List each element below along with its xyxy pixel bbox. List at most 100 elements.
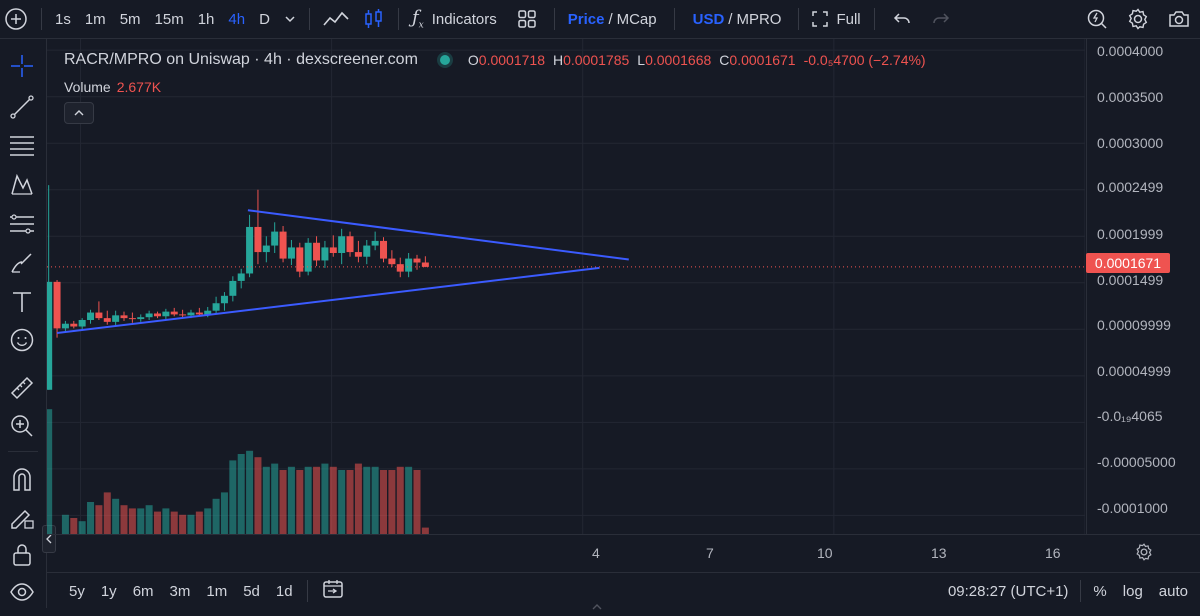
interval-1h[interactable]: 1h (197, 10, 215, 28)
lock-tool[interactable] (7, 540, 37, 570)
time-axis[interactable]: 4 7 10 13 16 (47, 534, 1200, 573)
volume-bar (212, 498, 220, 534)
price-axis[interactable]: 0.0004000 0.0003500 0.0003000 0.0002499 … (1086, 39, 1200, 534)
interval-4h[interactable]: 4h (228, 10, 246, 28)
price-mcap-toggle[interactable]: Price / MCap (561, 0, 664, 38)
symbol-title[interactable]: RACR/MPRO on Uniswap · 4h · dexscreener.… (64, 51, 418, 68)
interval-1d[interactable]: D (259, 10, 270, 28)
clock-timezone[interactable]: 09:28:27 (UTC+1) (947, 582, 1069, 600)
camera-button[interactable] (1156, 0, 1200, 38)
pattern-tool[interactable] (7, 170, 37, 200)
trend-line-tool[interactable] (7, 92, 37, 122)
volume-bar (405, 466, 413, 534)
log-scale-toggle[interactable]: log (1122, 582, 1143, 600)
interval-15m[interactable]: 15m (154, 10, 184, 28)
quick-search-button[interactable] (1079, 0, 1115, 38)
candle-body (237, 273, 245, 281)
candle-body (405, 258, 413, 272)
volume-bar (87, 502, 95, 534)
candle-body (204, 310, 212, 315)
mcap-option[interactable]: MCap (616, 10, 657, 28)
candle-body (313, 242, 321, 261)
interval-1s[interactable]: 1s (55, 10, 71, 28)
price-tick-label: 0.00004999 (1097, 363, 1171, 379)
volume-bar (112, 498, 120, 534)
chart-grid (47, 39, 1086, 534)
legend-collapse-button[interactable] (64, 102, 94, 124)
candle-chart-type-button[interactable] (356, 0, 392, 38)
change-value: -0.0₅4700 (−2.74%) (803, 52, 926, 68)
axis-settings-button[interactable] (1135, 543, 1153, 566)
volume-bar (262, 466, 270, 534)
volume-legend: Volume 2.677K (64, 79, 161, 95)
prediction-tool[interactable] (7, 209, 37, 239)
toolbar-divider (553, 8, 555, 30)
candle-body (363, 245, 371, 257)
lock-drawings-tool[interactable] (7, 502, 37, 532)
fib-tool[interactable] (7, 131, 37, 161)
zoom-in-tool[interactable] (7, 411, 37, 441)
crosshair-tool[interactable] (7, 51, 37, 81)
hide-drawings-tool[interactable] (7, 577, 37, 607)
fullscreen-button[interactable]: Full (805, 0, 867, 38)
zoom-in-icon (11, 415, 33, 437)
volume-bar (229, 460, 237, 534)
auto-scale-toggle[interactable]: auto (1158, 582, 1188, 600)
volume-bar (179, 514, 187, 534)
usd-option[interactable]: USD (692, 10, 725, 28)
volume-bar (313, 466, 321, 534)
candle-body (128, 318, 136, 320)
range-6m[interactable]: 6m (132, 582, 154, 600)
range-1m[interactable]: 1m (206, 582, 228, 600)
expand-panel-button[interactable] (592, 598, 602, 616)
crosshair-icon (11, 55, 33, 77)
indicators-button[interactable]: ƒx Indicators (405, 0, 504, 38)
emoji-tool[interactable] (7, 325, 37, 355)
price-option[interactable]: Price (567, 10, 605, 28)
templates-button[interactable] (510, 0, 544, 38)
percent-scale-toggle[interactable]: % (1093, 582, 1107, 600)
text-tool[interactable] (7, 287, 37, 317)
line-chart-type-button[interactable] (316, 0, 356, 38)
redo-button[interactable] (918, 0, 957, 38)
trendlines (56, 209, 629, 335)
mpro-option[interactable]: MPRO (736, 10, 782, 28)
candle-body (262, 245, 270, 253)
add-symbol-button[interactable] (0, 0, 35, 38)
brush-tool[interactable] (7, 248, 37, 278)
candle-body (388, 258, 396, 265)
undo-button[interactable] (881, 0, 918, 38)
interval-dropdown-button[interactable] (277, 0, 303, 38)
ruler-tool[interactable] (7, 373, 37, 403)
lock-icon (13, 544, 31, 566)
range-1d[interactable]: 1d (275, 582, 293, 600)
price-chart[interactable] (45, 39, 1086, 534)
volume-bar (388, 470, 396, 534)
candle-body (371, 240, 379, 246)
volume-bar (45, 409, 53, 534)
goto-date-button[interactable] (314, 579, 352, 603)
range-5y[interactable]: 5y (69, 582, 85, 600)
candle-body (187, 312, 195, 316)
time-tick-label: 10 (817, 545, 833, 561)
range-5d[interactable]: 5d (243, 582, 260, 600)
volume-bar (413, 470, 421, 534)
currency-toggle[interactable]: USD / MPRO (681, 0, 789, 38)
chevron-down-icon (285, 16, 295, 23)
price-tick-label: 0.00009999 (1097, 317, 1171, 333)
close-value: 0.0001671 (729, 52, 796, 68)
interval-1m[interactable]: 1m (84, 10, 106, 28)
volume-bar (380, 470, 388, 534)
volume-bar (204, 508, 212, 534)
chart-pane[interactable] (45, 39, 1086, 534)
candle-body (179, 314, 187, 316)
range-3m[interactable]: 3m (169, 582, 191, 600)
volume-bar (321, 463, 329, 534)
interval-5m[interactable]: 5m (119, 10, 141, 28)
settings-button[interactable] (1115, 0, 1156, 38)
magnet-tool[interactable] (7, 464, 37, 494)
undo-icon (893, 13, 910, 24)
range-1y[interactable]: 1y (100, 582, 117, 600)
candle-body (120, 315, 128, 319)
candle-body (296, 247, 304, 272)
